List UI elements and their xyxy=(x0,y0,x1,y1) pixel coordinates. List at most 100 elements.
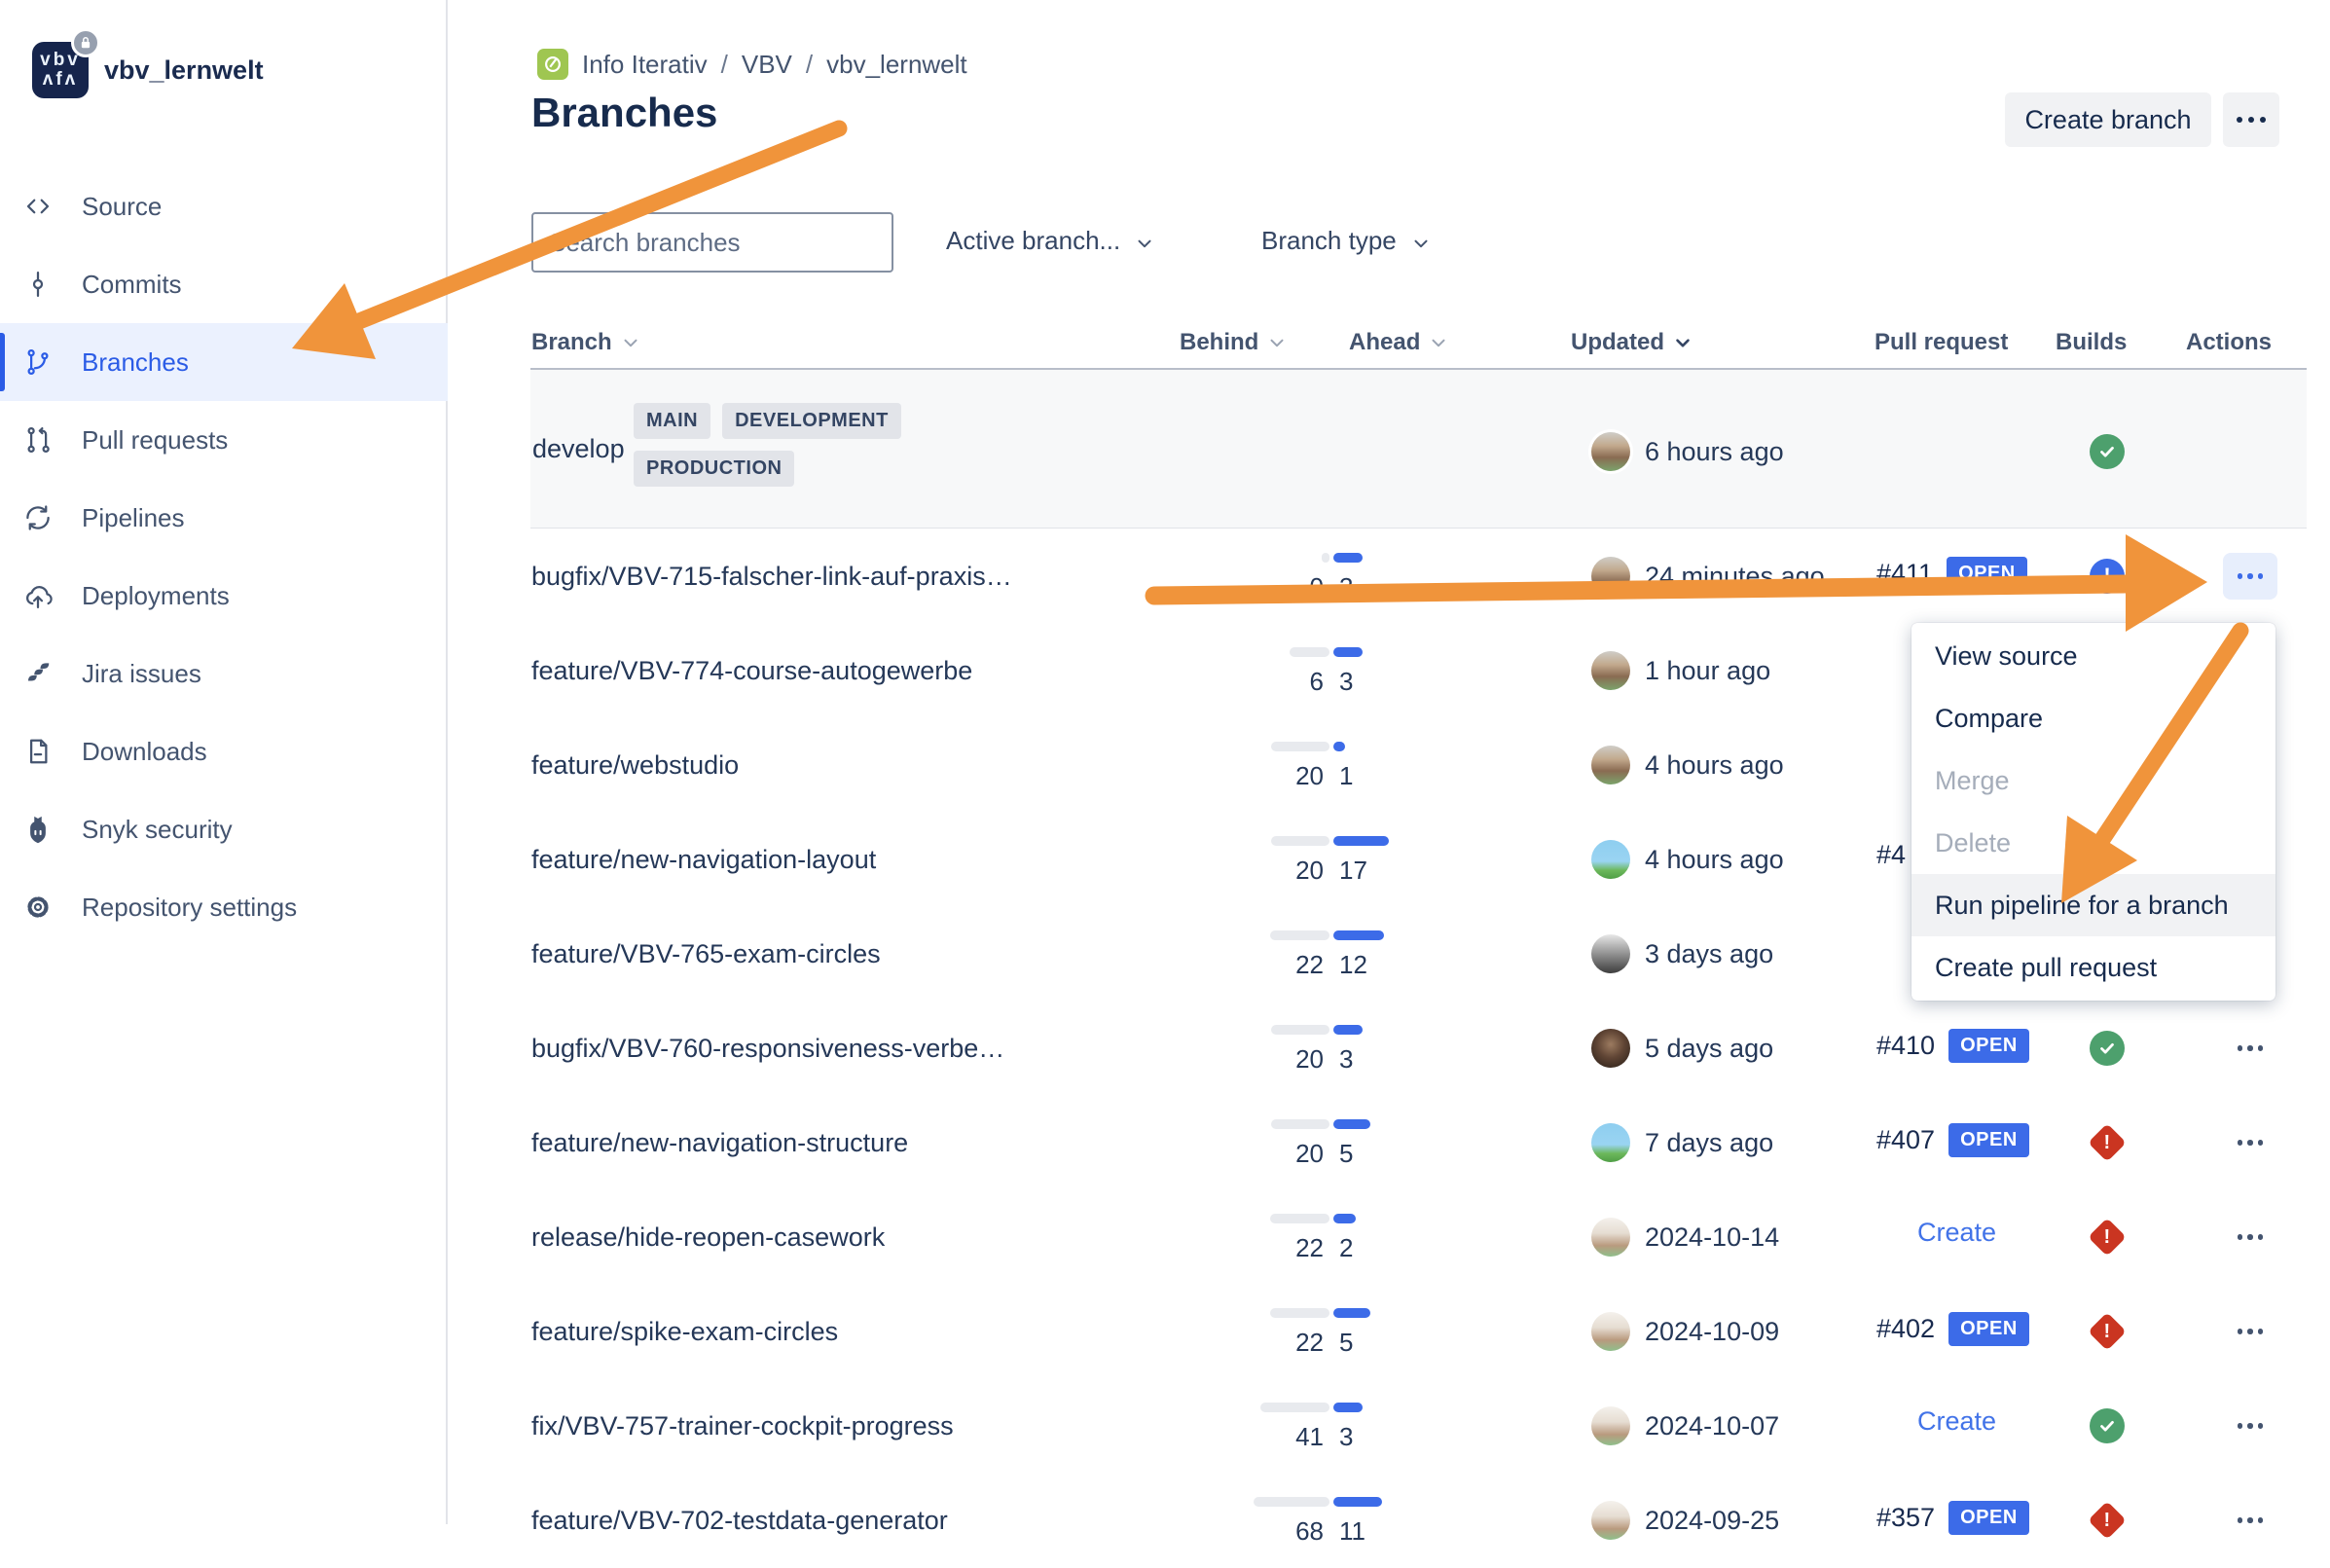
ahead-count: 1 xyxy=(1339,761,1354,790)
sidebar-item-snyk-security[interactable]: Snyk security xyxy=(0,790,448,868)
pull-request-cell: #411 OPEN xyxy=(1876,557,2027,591)
build-success-icon[interactable] xyxy=(2090,1408,2125,1443)
repo-header: vbv ʌfʌ vbv_lernwelt xyxy=(32,28,264,98)
more-options-button[interactable] xyxy=(2223,92,2279,147)
row-actions-button[interactable] xyxy=(2223,1025,2277,1072)
row-actions-button[interactable] xyxy=(2223,1308,2277,1355)
build-success-icon[interactable] xyxy=(2090,1031,2125,1066)
search-input[interactable] xyxy=(533,227,885,258)
source-icon xyxy=(23,192,53,221)
build-failed-icon[interactable]: ! xyxy=(2088,1218,2127,1257)
sidebar-item-commits[interactable]: Commits xyxy=(0,245,448,323)
sidebar-item-jira-issues[interactable]: Jira issues xyxy=(0,635,448,712)
branch-type-filter[interactable]: Branch type xyxy=(1261,226,1432,256)
pull-request-cell: #410 OPEN xyxy=(1876,1029,2029,1063)
behind-bar xyxy=(1271,1025,1329,1035)
pr-number[interactable]: #407 xyxy=(1876,1125,1936,1154)
jira-issues-icon xyxy=(23,659,53,688)
behind-count: 20 xyxy=(1295,1139,1324,1168)
behind-count: 6 xyxy=(1309,667,1324,696)
branch-row: release/hide-reopen-casework 22 2 2024-10-1… xyxy=(0,1190,2330,1285)
pr-status-badge: OPEN xyxy=(1948,1312,2029,1346)
branch-name[interactable]: feature/new-navigation-layout xyxy=(531,845,877,874)
sidebar-item-label: Repository settings xyxy=(82,892,298,922)
column-header-branch[interactable]: Branch xyxy=(531,329,641,356)
create-pr-link[interactable]: Create xyxy=(1917,1406,1997,1436)
row-actions-button[interactable] xyxy=(2223,1214,2277,1260)
create-branch-button[interactable]: Create branch xyxy=(2005,92,2211,147)
branch-name[interactable]: bugfix/VBV-715-falscher-link-auf-praxis… xyxy=(531,562,1012,591)
branch-row: feature/VBV-774-course-autogewerbe 6 3 1 ho… xyxy=(0,624,2330,718)
ahead-bar xyxy=(1333,1025,1363,1035)
build-failed-icon[interactable]: ! xyxy=(2088,1123,2127,1162)
build-failed-icon[interactable]: ! xyxy=(2088,1501,2127,1540)
create-pr-link[interactable]: Create xyxy=(1917,1218,1997,1247)
sidebar-item-source[interactable]: Source xyxy=(0,167,448,245)
updated-time: 7 days ago xyxy=(1645,1128,1774,1157)
column-header-updated[interactable]: Updated xyxy=(1571,329,1693,356)
branch-name[interactable]: feature/VBV-702-testdata-generator xyxy=(531,1506,948,1535)
behind-bar xyxy=(1271,836,1329,846)
sidebar-item-pipelines[interactable]: Pipelines xyxy=(0,479,448,557)
build-status-success-icon[interactable] xyxy=(2090,434,2125,469)
branch-name[interactable]: feature/webstudio xyxy=(531,750,740,780)
avatar-photo-beard xyxy=(1591,557,1630,596)
sidebar-item-deployments[interactable]: Deployments xyxy=(0,557,448,635)
menu-item-view-source[interactable]: View source xyxy=(1935,640,2078,671)
build-inprogress-icon[interactable]: ! xyxy=(2090,559,2125,594)
pr-number[interactable]: #402 xyxy=(1876,1314,1936,1343)
row-actions-button[interactable] xyxy=(2223,1403,2277,1449)
build-status xyxy=(2090,1408,2125,1443)
sidebar-item-downloads[interactable]: Downloads xyxy=(0,712,448,790)
menu-item-create-pull-request[interactable]: Create pull request xyxy=(1935,952,2158,982)
row-actions-button[interactable] xyxy=(2223,553,2277,600)
column-header-behind[interactable]: Behind xyxy=(1180,329,1288,356)
ahead-bar xyxy=(1333,930,1384,940)
sidebar-item-branches[interactable]: Branches xyxy=(0,323,448,401)
branch-name[interactable]: feature/spike-exam-circles xyxy=(531,1317,839,1346)
branch-name[interactable]: release/hide-reopen-casework xyxy=(531,1222,886,1252)
pipelines-icon xyxy=(23,503,53,532)
menu-item-run-pipeline-for-a-branch[interactable]: Run pipeline for a branch xyxy=(1911,874,2275,936)
sidebar-nav: Source Commits Branches Pull requests Pipeli… xyxy=(0,167,448,946)
updated-time: 24 minutes ago xyxy=(1645,562,1825,591)
behind-bar xyxy=(1260,1403,1329,1412)
breadcrumb-separator: / xyxy=(720,49,728,79)
sidebar-item-label: Commits xyxy=(82,269,182,299)
pr-number[interactable]: #410 xyxy=(1876,1031,1936,1060)
ahead-bar xyxy=(1333,553,1363,563)
branch-name[interactable]: feature/VBV-765-exam-circles xyxy=(531,939,881,968)
breadcrumb: Info Iterativ / VBV / vbv_lernwelt xyxy=(537,49,967,80)
breadcrumb-workspace[interactable]: Info Iterativ xyxy=(582,49,708,79)
branch-name[interactable]: feature/new-navigation-structure xyxy=(531,1128,909,1157)
branch-name[interactable]: fix/VBV-757-trainer-cockpit-progress xyxy=(531,1411,954,1440)
avatar-photo-dark xyxy=(1591,1029,1630,1068)
sidebar-item-label: Snyk security xyxy=(82,814,233,844)
build-status: ! xyxy=(2088,1218,2127,1257)
repo-logo: vbv ʌfʌ xyxy=(32,28,100,98)
breadcrumb-repo[interactable]: vbv_lernwelt xyxy=(826,49,967,79)
active-branches-filter[interactable]: Active branch... xyxy=(946,226,1155,256)
avatar xyxy=(1591,432,1630,471)
row-actions-button[interactable] xyxy=(2223,1497,2277,1544)
branch-actions-menu: View source Compare Merge Delete Run pipelin… xyxy=(1911,623,2275,1001)
branch-name[interactable]: feature/VBV-774-course-autogewerbe xyxy=(531,656,973,685)
sidebar-item-repository-settings[interactable]: Repository settings xyxy=(0,868,448,946)
behind-bar xyxy=(1271,742,1329,751)
pr-number[interactable]: #357 xyxy=(1876,1503,1936,1532)
pull-request-cell: #357 OPEN xyxy=(1876,1501,2029,1535)
column-header-ahead[interactable]: Ahead xyxy=(1349,329,1449,356)
behind-count: 22 xyxy=(1295,1328,1324,1357)
pr-number[interactable]: #411 xyxy=(1876,559,1934,588)
pr-number[interactable]: #4 xyxy=(1876,840,1907,869)
breadcrumb-project[interactable]: VBV xyxy=(741,49,792,79)
snyk-icon xyxy=(23,815,53,844)
sidebar-item-pull-requests[interactable]: Pull requests xyxy=(0,401,448,479)
build-failed-icon[interactable]: ! xyxy=(2088,1312,2127,1351)
avatar-photo-up xyxy=(1591,1218,1630,1257)
branch-name[interactable]: bugfix/VBV-760-responsiveness-verbe… xyxy=(531,1034,1005,1063)
row-actions-button[interactable] xyxy=(2223,1119,2277,1166)
branch-name[interactable]: develop xyxy=(532,434,625,463)
sidebar-item-label: Branches xyxy=(82,346,189,377)
menu-item-compare[interactable]: Compare xyxy=(1935,703,2044,733)
